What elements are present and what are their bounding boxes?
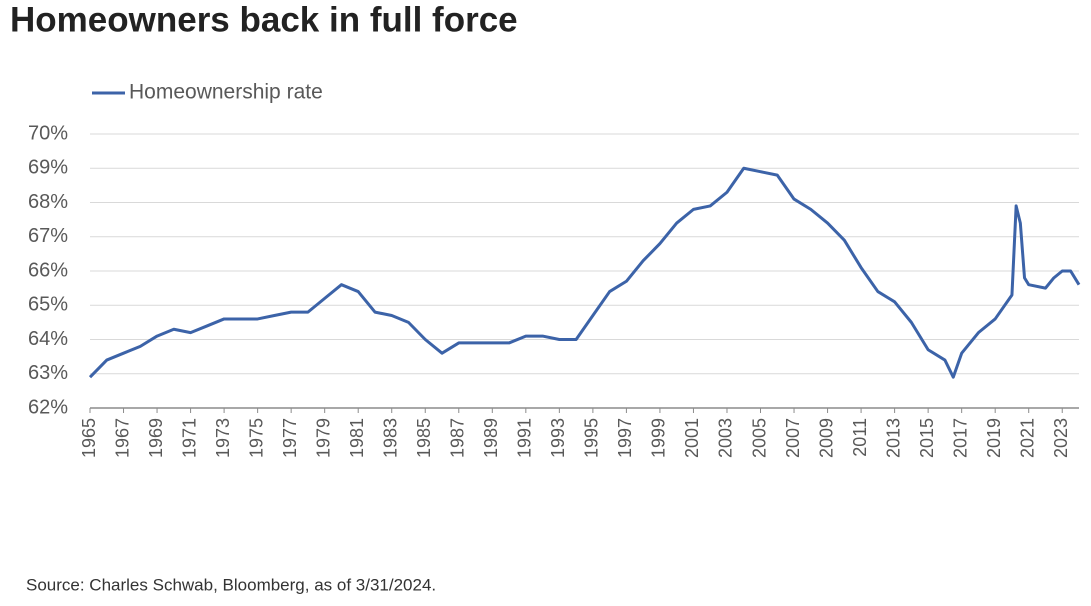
source-note: Source: Charles Schwab, Bloomberg, as of… — [26, 575, 436, 594]
x-tick-label: 2021 — [1017, 418, 1037, 458]
x-tick-label: 1991 — [515, 418, 535, 458]
x-tick-label: 2017 — [950, 418, 970, 458]
y-tick-label: 63% — [28, 362, 68, 384]
x-tick-label: 1973 — [213, 418, 233, 458]
x-tick-label: 2005 — [749, 418, 769, 458]
y-tick-label: 65% — [28, 294, 68, 316]
x-tick-label: 2003 — [716, 418, 736, 458]
data-line — [88, 166, 1081, 379]
x-tick-label: 2023 — [1051, 418, 1071, 458]
x-tick-label: 1965 — [79, 418, 99, 458]
x-tick-label: 2001 — [682, 418, 702, 458]
x-tick-label: 2015 — [917, 418, 937, 458]
x-tick-label: 2009 — [816, 418, 836, 458]
x-tick-label: 1971 — [179, 418, 199, 458]
x-tick-label: 2007 — [783, 418, 803, 458]
y-tick-label: 70% — [28, 122, 68, 144]
y-tick-label: 62% — [28, 396, 68, 418]
x-tick-label: 1967 — [112, 418, 132, 458]
x-tick-label: 1969 — [146, 418, 166, 458]
legend-label: Homeownership rate — [129, 81, 323, 104]
x-tick-label: 2013 — [883, 418, 903, 458]
x-tick-label: 1981 — [347, 418, 367, 458]
x-tick-label: 1979 — [313, 418, 333, 458]
x-tick-label: 2019 — [984, 418, 1004, 458]
x-tick-label: 1975 — [246, 418, 266, 458]
x-tick-label: 1997 — [615, 418, 635, 458]
x-tick-label: 2011 — [850, 418, 870, 457]
chart-title: Homeowners back in full force — [10, 0, 518, 39]
y-tick-label: 64% — [28, 328, 68, 350]
x-tick-label: 1989 — [481, 418, 501, 458]
x-tick-label: 1999 — [649, 418, 669, 458]
x-tick-label: 1987 — [448, 418, 468, 458]
y-tick-label: 66% — [28, 259, 68, 281]
x-tick-label: 1993 — [548, 418, 568, 458]
x-tick-label: 1983 — [380, 418, 400, 458]
y-tick-label: 67% — [28, 225, 68, 247]
y-tick-label: 68% — [28, 191, 68, 213]
x-tick-label: 1977 — [280, 418, 300, 458]
x-tick-label: 1985 — [414, 418, 434, 458]
y-tick-label: 69% — [28, 157, 68, 179]
x-tick-label: 1995 — [582, 418, 602, 458]
